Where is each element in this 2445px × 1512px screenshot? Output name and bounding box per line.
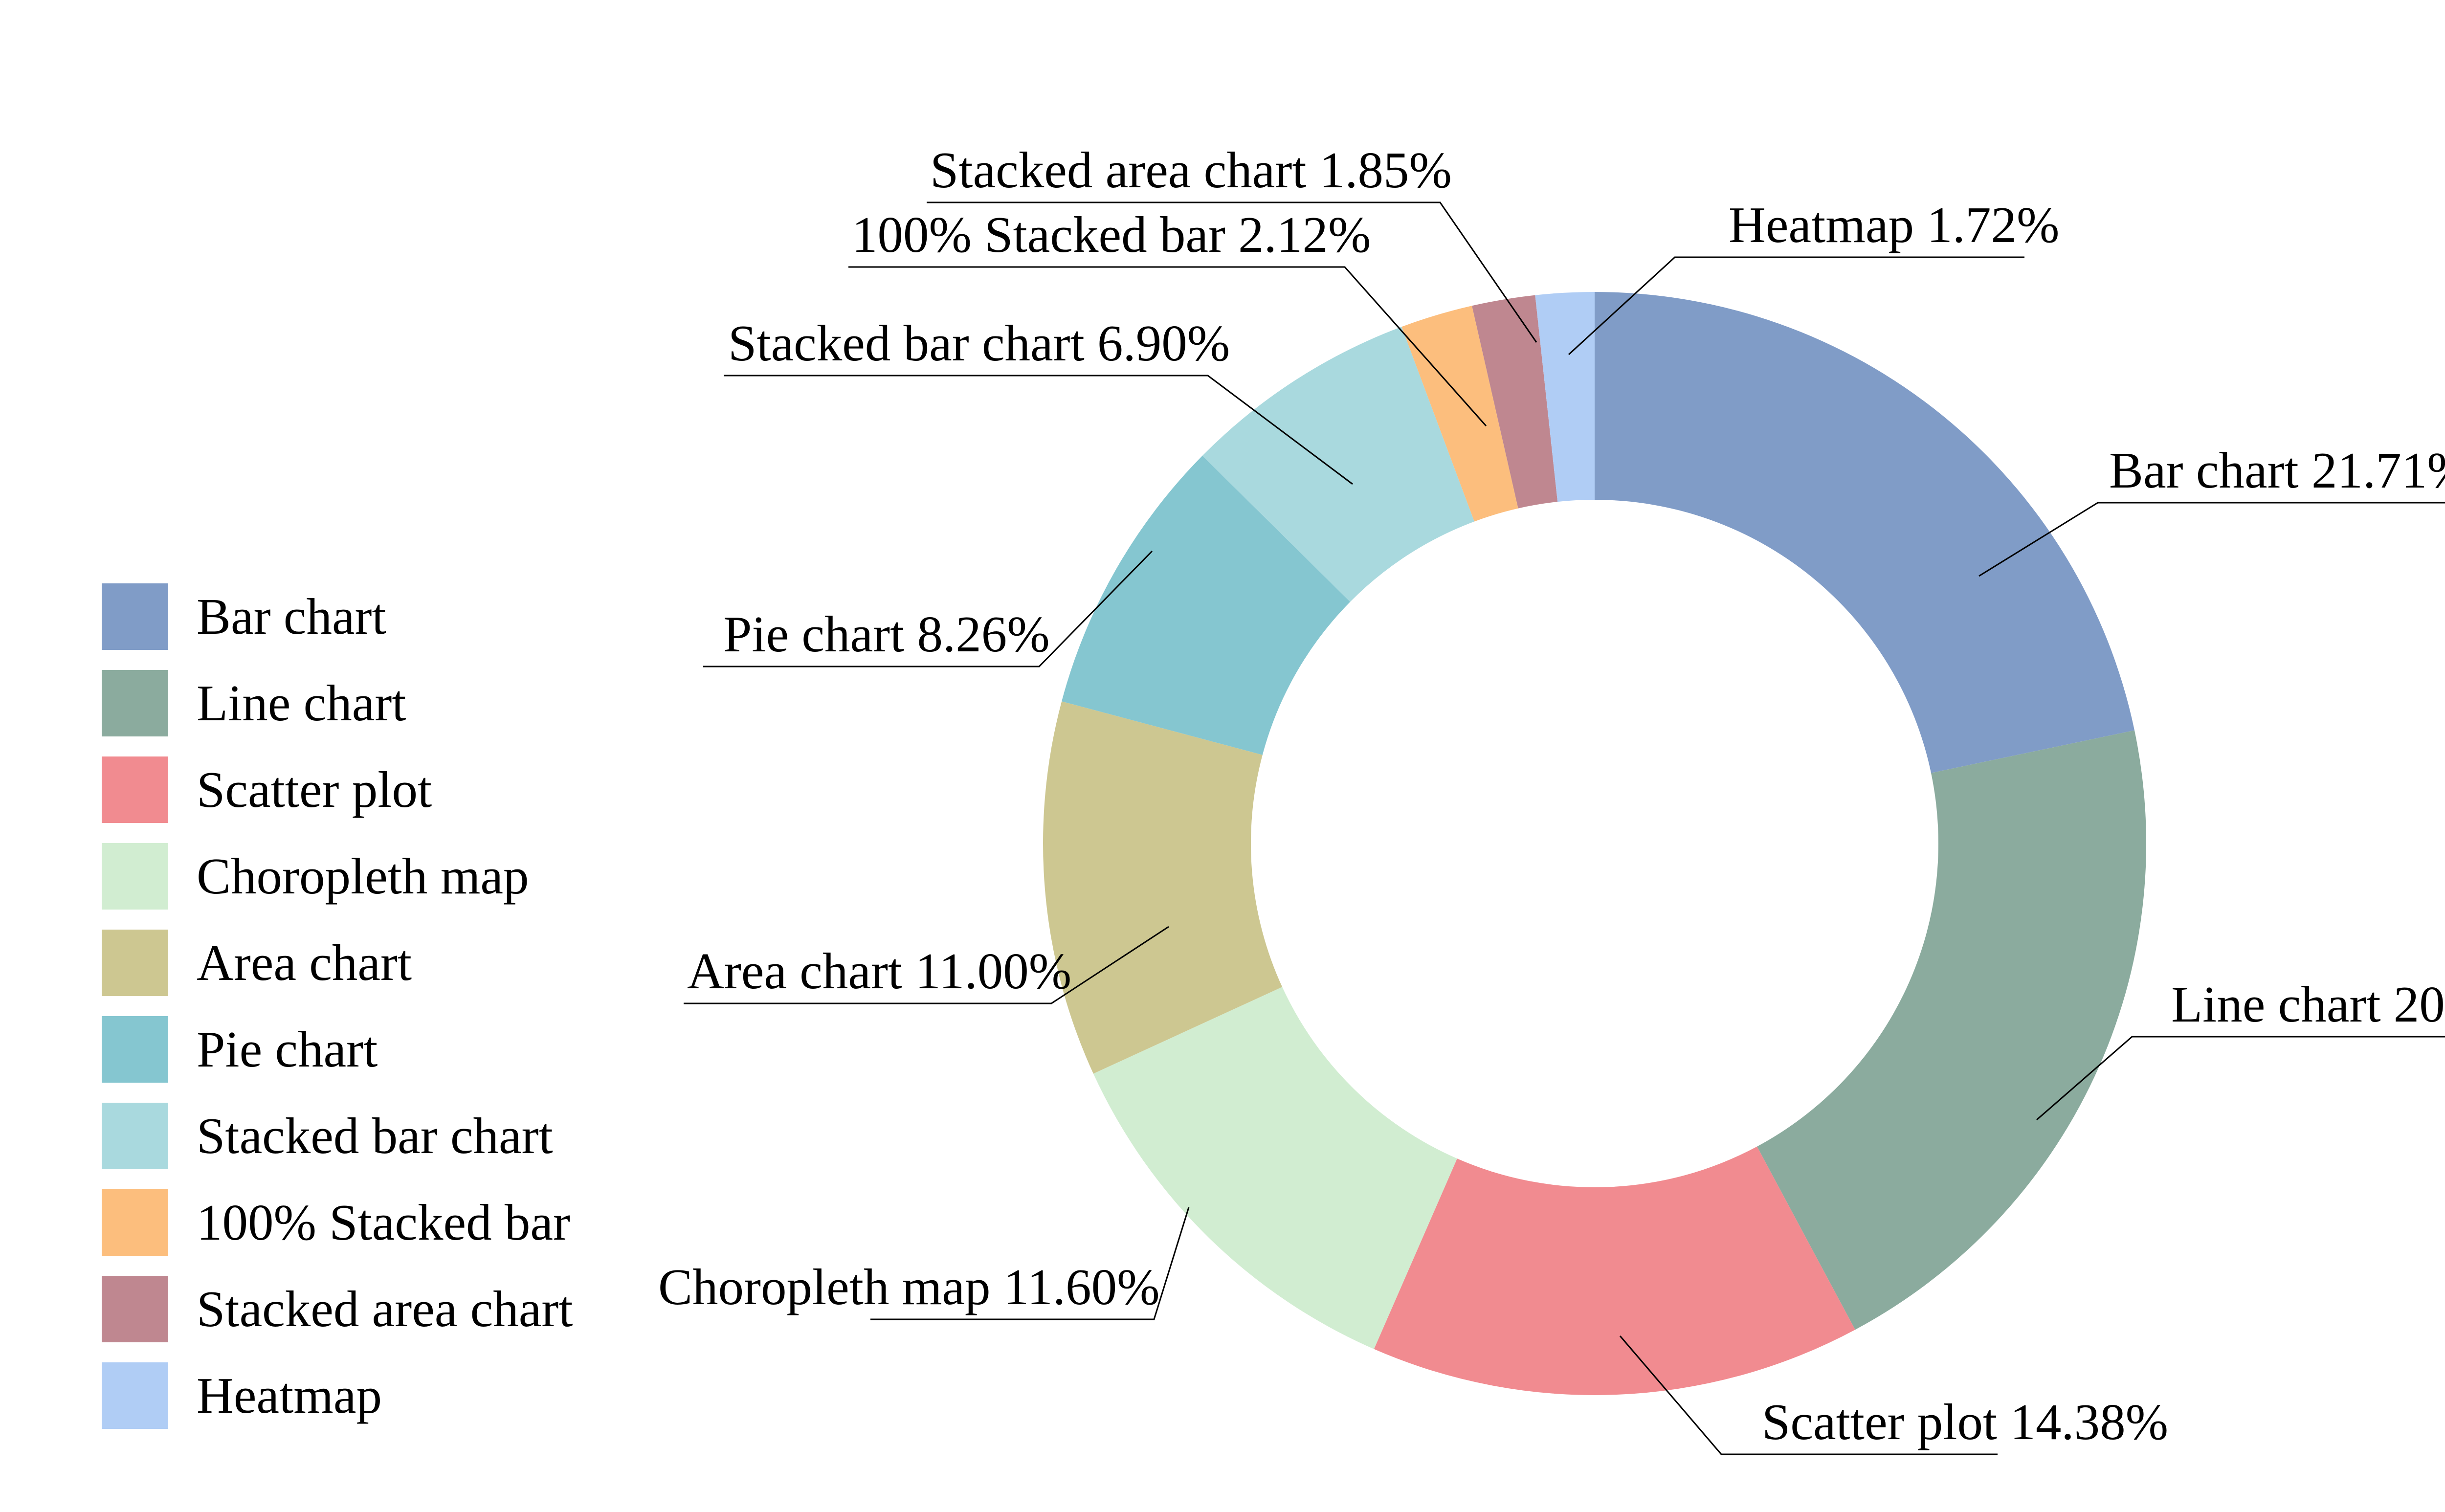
callout-label: Heatmap 1.72% bbox=[1729, 196, 2060, 253]
leader-line-heatmap bbox=[1568, 256, 2024, 356]
callout-pie-chart: Pie chart 8.26% bbox=[723, 605, 1050, 664]
legend-item-100-stacked-bar: 100% Stacked bar bbox=[102, 1179, 573, 1266]
leader-line-scatter-plot bbox=[1619, 1335, 1998, 1455]
legend-swatch-stacked-bar-chart bbox=[102, 1102, 168, 1169]
legend-item-area-chart: Area chart bbox=[102, 919, 573, 1006]
leader-line-stacked-bar-chart bbox=[724, 375, 1353, 485]
legend-item-pie-chart: Pie chart bbox=[102, 1006, 573, 1092]
callout-label: Choropleth map 11.60% bbox=[658, 1258, 1160, 1315]
legend-item-choropleth-map: Choropleth map bbox=[102, 833, 573, 919]
callout-label: Area chart 11.00% bbox=[687, 942, 1072, 1000]
leader-line-choropleth-map bbox=[870, 1207, 1190, 1320]
legend-item-stacked-area-chart: Stacked area chart bbox=[102, 1266, 573, 1352]
legend-swatch-pie-chart bbox=[102, 1016, 168, 1083]
callout-label: Bar chart 21.71% bbox=[2109, 442, 2445, 499]
callout-heatmap: Heatmap 1.72% bbox=[1729, 196, 2059, 254]
leader-line-stacked-area-chart bbox=[927, 201, 1537, 343]
legend-swatch-area-chart bbox=[102, 929, 168, 996]
callout-label: Pie chart 8.26% bbox=[723, 605, 1050, 663]
legend-swatch-scatter-plot bbox=[102, 756, 168, 823]
legend-label: Stacked bar chart bbox=[197, 1107, 553, 1164]
callout-label: Line chart 20.46% bbox=[2171, 976, 2445, 1033]
legend-swatch-100-stacked-bar bbox=[102, 1189, 168, 1256]
slice-100-stacked-bar bbox=[1401, 306, 1518, 522]
slice-stacked-area-chart bbox=[1472, 295, 1558, 509]
slice-scatter-plot bbox=[1374, 1146, 1855, 1395]
callout-choropleth-map: Choropleth map 11.60% bbox=[658, 1258, 1160, 1316]
legend-label: Stacked area chart bbox=[197, 1280, 573, 1337]
callout-stacked-area-chart: Stacked area chart 1.85% bbox=[930, 141, 1452, 200]
slice-line-chart bbox=[1757, 730, 2147, 1330]
legend-swatch-line-chart bbox=[102, 669, 168, 736]
legend-item-bar-chart: Bar chart bbox=[102, 573, 573, 660]
leader-line-area-chart bbox=[684, 926, 1169, 1004]
legend-item-scatter-plot: Scatter plot bbox=[102, 746, 573, 833]
callout-label: Scatter plot 14.38% bbox=[1762, 1393, 2169, 1450]
leader-line-100-stacked-bar bbox=[848, 266, 1487, 426]
legend-item-stacked-bar-chart: Stacked bar chart bbox=[102, 1092, 573, 1179]
legend-label: Choropleth map bbox=[197, 847, 529, 905]
legend-label: Bar chart bbox=[197, 587, 386, 645]
callout-area-chart: Area chart 11.00% bbox=[687, 942, 1071, 1001]
legend-label: Line chart bbox=[197, 674, 406, 732]
legend-label: Pie chart bbox=[197, 1020, 378, 1078]
legend-label: 100% Stacked bar bbox=[197, 1193, 570, 1251]
callout-label: Stacked bar chart 6.90% bbox=[728, 314, 1230, 372]
callout-bar-chart: Bar chart 21.71% bbox=[2109, 441, 2445, 500]
callout-label: 100% Stacked bar 2.12% bbox=[852, 206, 1371, 263]
legend-item-line-chart: Line chart bbox=[102, 660, 573, 746]
leader-line-pie-chart bbox=[703, 550, 1153, 667]
slice-bar-chart bbox=[1595, 292, 2134, 773]
legend: Bar chart Line chart Scatter plot Chorop… bbox=[102, 573, 573, 1439]
legend-item-heatmap: Heatmap bbox=[102, 1352, 573, 1439]
callout-label: Stacked area chart 1.85% bbox=[930, 141, 1452, 199]
legend-label: Scatter plot bbox=[197, 760, 432, 818]
callout-100-stacked-bar: 100% Stacked bar 2.12% bbox=[852, 205, 1371, 264]
legend-label: Area chart bbox=[197, 934, 412, 991]
slice-stacked-bar-chart bbox=[1202, 327, 1474, 602]
legend-swatch-choropleth-map bbox=[102, 843, 168, 910]
leader-line-bar-chart bbox=[1978, 502, 2445, 577]
slice-area-chart bbox=[1043, 701, 1283, 1074]
slice-choropleth-map bbox=[1093, 987, 1457, 1349]
callout-stacked-bar-chart: Stacked bar chart 6.90% bbox=[728, 314, 1230, 373]
legend-swatch-heatmap bbox=[102, 1362, 168, 1429]
callout-scatter-plot: Scatter plot 14.38% bbox=[1762, 1393, 2168, 1451]
slice-pie-chart bbox=[1062, 455, 1351, 755]
legend-swatch-bar-chart bbox=[102, 583, 168, 650]
legend-swatch-stacked-area-chart bbox=[102, 1275, 168, 1342]
leader-line-line-chart bbox=[2036, 1036, 2445, 1121]
callout-line-chart: Line chart 20.46% bbox=[2171, 975, 2445, 1034]
legend-label: Heatmap bbox=[197, 1366, 382, 1424]
